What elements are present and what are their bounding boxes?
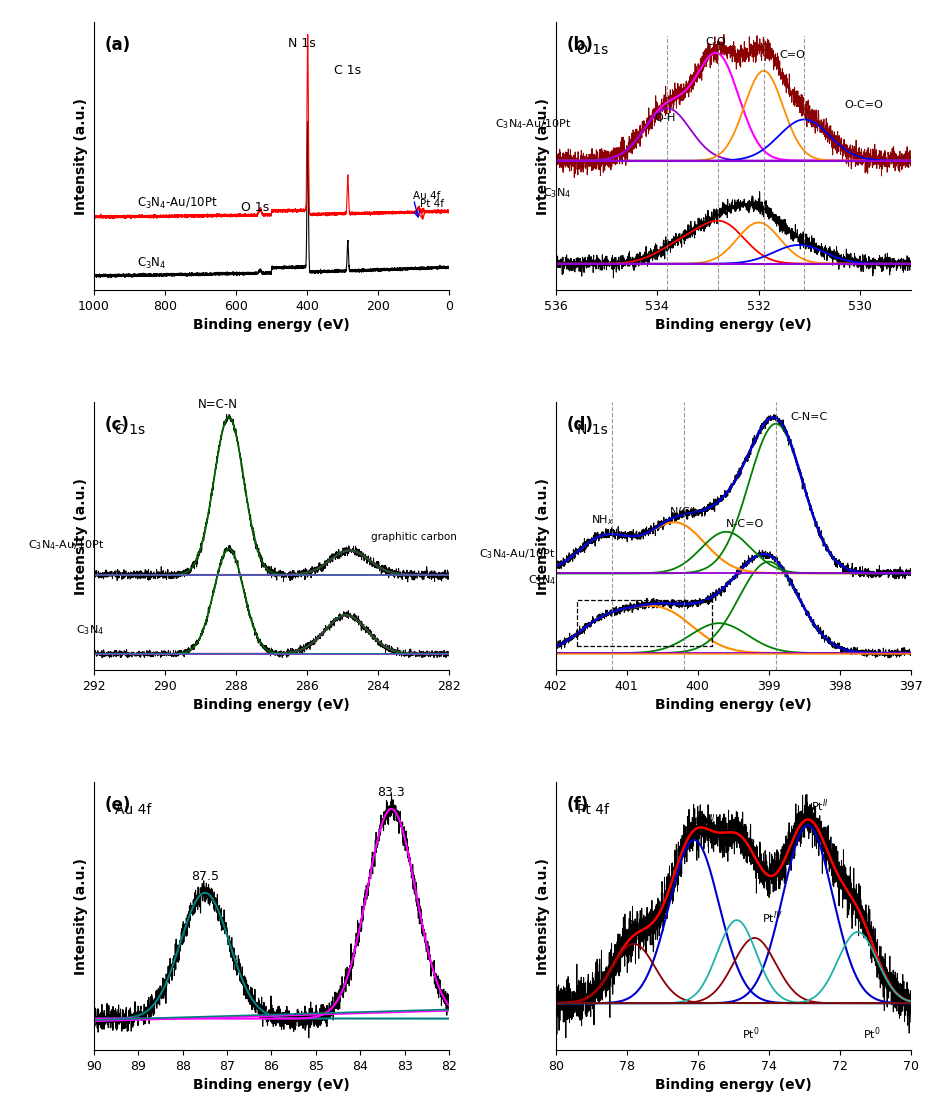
Text: (d): (d)	[566, 416, 593, 433]
Text: C$_3$N$_4$-Au/10Pt: C$_3$N$_4$-Au/10Pt	[495, 117, 571, 131]
Text: O-C=O: O-C=O	[845, 101, 884, 111]
Text: C 1s: C 1s	[115, 423, 146, 438]
Text: C$_3$N$_4$-Au/10Pt: C$_3$N$_4$-Au/10Pt	[136, 197, 217, 211]
Text: N=C-N: N=C-N	[198, 399, 239, 411]
Text: C$_3$N$_4$-Au/10Pt: C$_3$N$_4$-Au/10Pt	[480, 546, 556, 561]
Text: Pt 4f: Pt 4f	[420, 199, 444, 209]
Text: N-C=O: N-C=O	[726, 518, 764, 528]
Text: 83.3: 83.3	[377, 786, 406, 799]
Text: Pt$^{IV}$: Pt$^{IV}$	[762, 910, 783, 926]
Text: Pt$^{II}$: Pt$^{II}$	[811, 798, 829, 814]
X-axis label: Binding energy (eV): Binding energy (eV)	[193, 318, 350, 332]
Y-axis label: Intensity (a.u.): Intensity (a.u.)	[74, 858, 88, 975]
Text: NH$_x$: NH$_x$	[592, 514, 614, 527]
X-axis label: Binding energy (eV): Binding energy (eV)	[193, 698, 350, 713]
Text: 87.5: 87.5	[191, 870, 219, 882]
Text: Au 4f: Au 4f	[115, 803, 151, 818]
X-axis label: Binding energy (eV): Binding energy (eV)	[193, 1078, 350, 1092]
Text: C$_3$N$_4$: C$_3$N$_4$	[76, 623, 104, 637]
Y-axis label: Intensity (a.u.): Intensity (a.u.)	[74, 97, 88, 214]
Text: Pt$^{II}$: Pt$^{II}$	[698, 812, 716, 829]
Text: graphitic carbon: graphitic carbon	[371, 532, 456, 542]
Text: N(C)$_3$: N(C)$_3$	[670, 505, 700, 519]
X-axis label: Binding energy (eV): Binding energy (eV)	[654, 698, 811, 713]
Text: (e): (e)	[104, 795, 131, 814]
Text: C-N=C: C-N=C	[790, 412, 827, 422]
Text: C$_3$N$_4$: C$_3$N$_4$	[136, 256, 166, 271]
Text: C-O: C-O	[705, 37, 726, 47]
Text: (b): (b)	[566, 36, 593, 54]
X-axis label: Binding energy (eV): Binding energy (eV)	[654, 318, 811, 332]
Text: O 1s: O 1s	[577, 44, 608, 57]
Text: C=O: C=O	[779, 49, 805, 59]
Text: O 1s: O 1s	[241, 201, 269, 214]
Text: Pt$^{IV}$: Pt$^{IV}$	[626, 916, 648, 933]
Text: N 1s: N 1s	[288, 37, 316, 50]
Text: C 1s: C 1s	[334, 64, 362, 77]
Text: C$_3$N$_4$-Au/10Pt: C$_3$N$_4$-Au/10Pt	[28, 538, 104, 553]
Text: O-H: O-H	[654, 113, 676, 123]
Text: Au 4f: Au 4f	[413, 191, 440, 201]
X-axis label: Binding energy (eV): Binding energy (eV)	[654, 1078, 811, 1092]
Text: C$_3$N$_4$: C$_3$N$_4$	[543, 187, 571, 200]
Text: C$_3$N$_4$: C$_3$N$_4$	[528, 573, 556, 588]
Text: N 1s: N 1s	[577, 423, 608, 438]
Text: (c): (c)	[104, 416, 130, 433]
Y-axis label: Intensity (a.u.): Intensity (a.u.)	[536, 97, 550, 214]
Text: Pt$^{0}$: Pt$^{0}$	[863, 1025, 881, 1042]
Y-axis label: Intensity (a.u.): Intensity (a.u.)	[536, 858, 550, 975]
Text: (a): (a)	[104, 36, 131, 54]
Y-axis label: Intensity (a.u.): Intensity (a.u.)	[74, 478, 88, 594]
Y-axis label: Intensity (a.u.): Intensity (a.u.)	[536, 478, 550, 594]
Text: (f): (f)	[566, 795, 589, 814]
Text: Pt$^{0}$: Pt$^{0}$	[742, 1025, 760, 1042]
Text: Pt 4f: Pt 4f	[577, 803, 609, 818]
